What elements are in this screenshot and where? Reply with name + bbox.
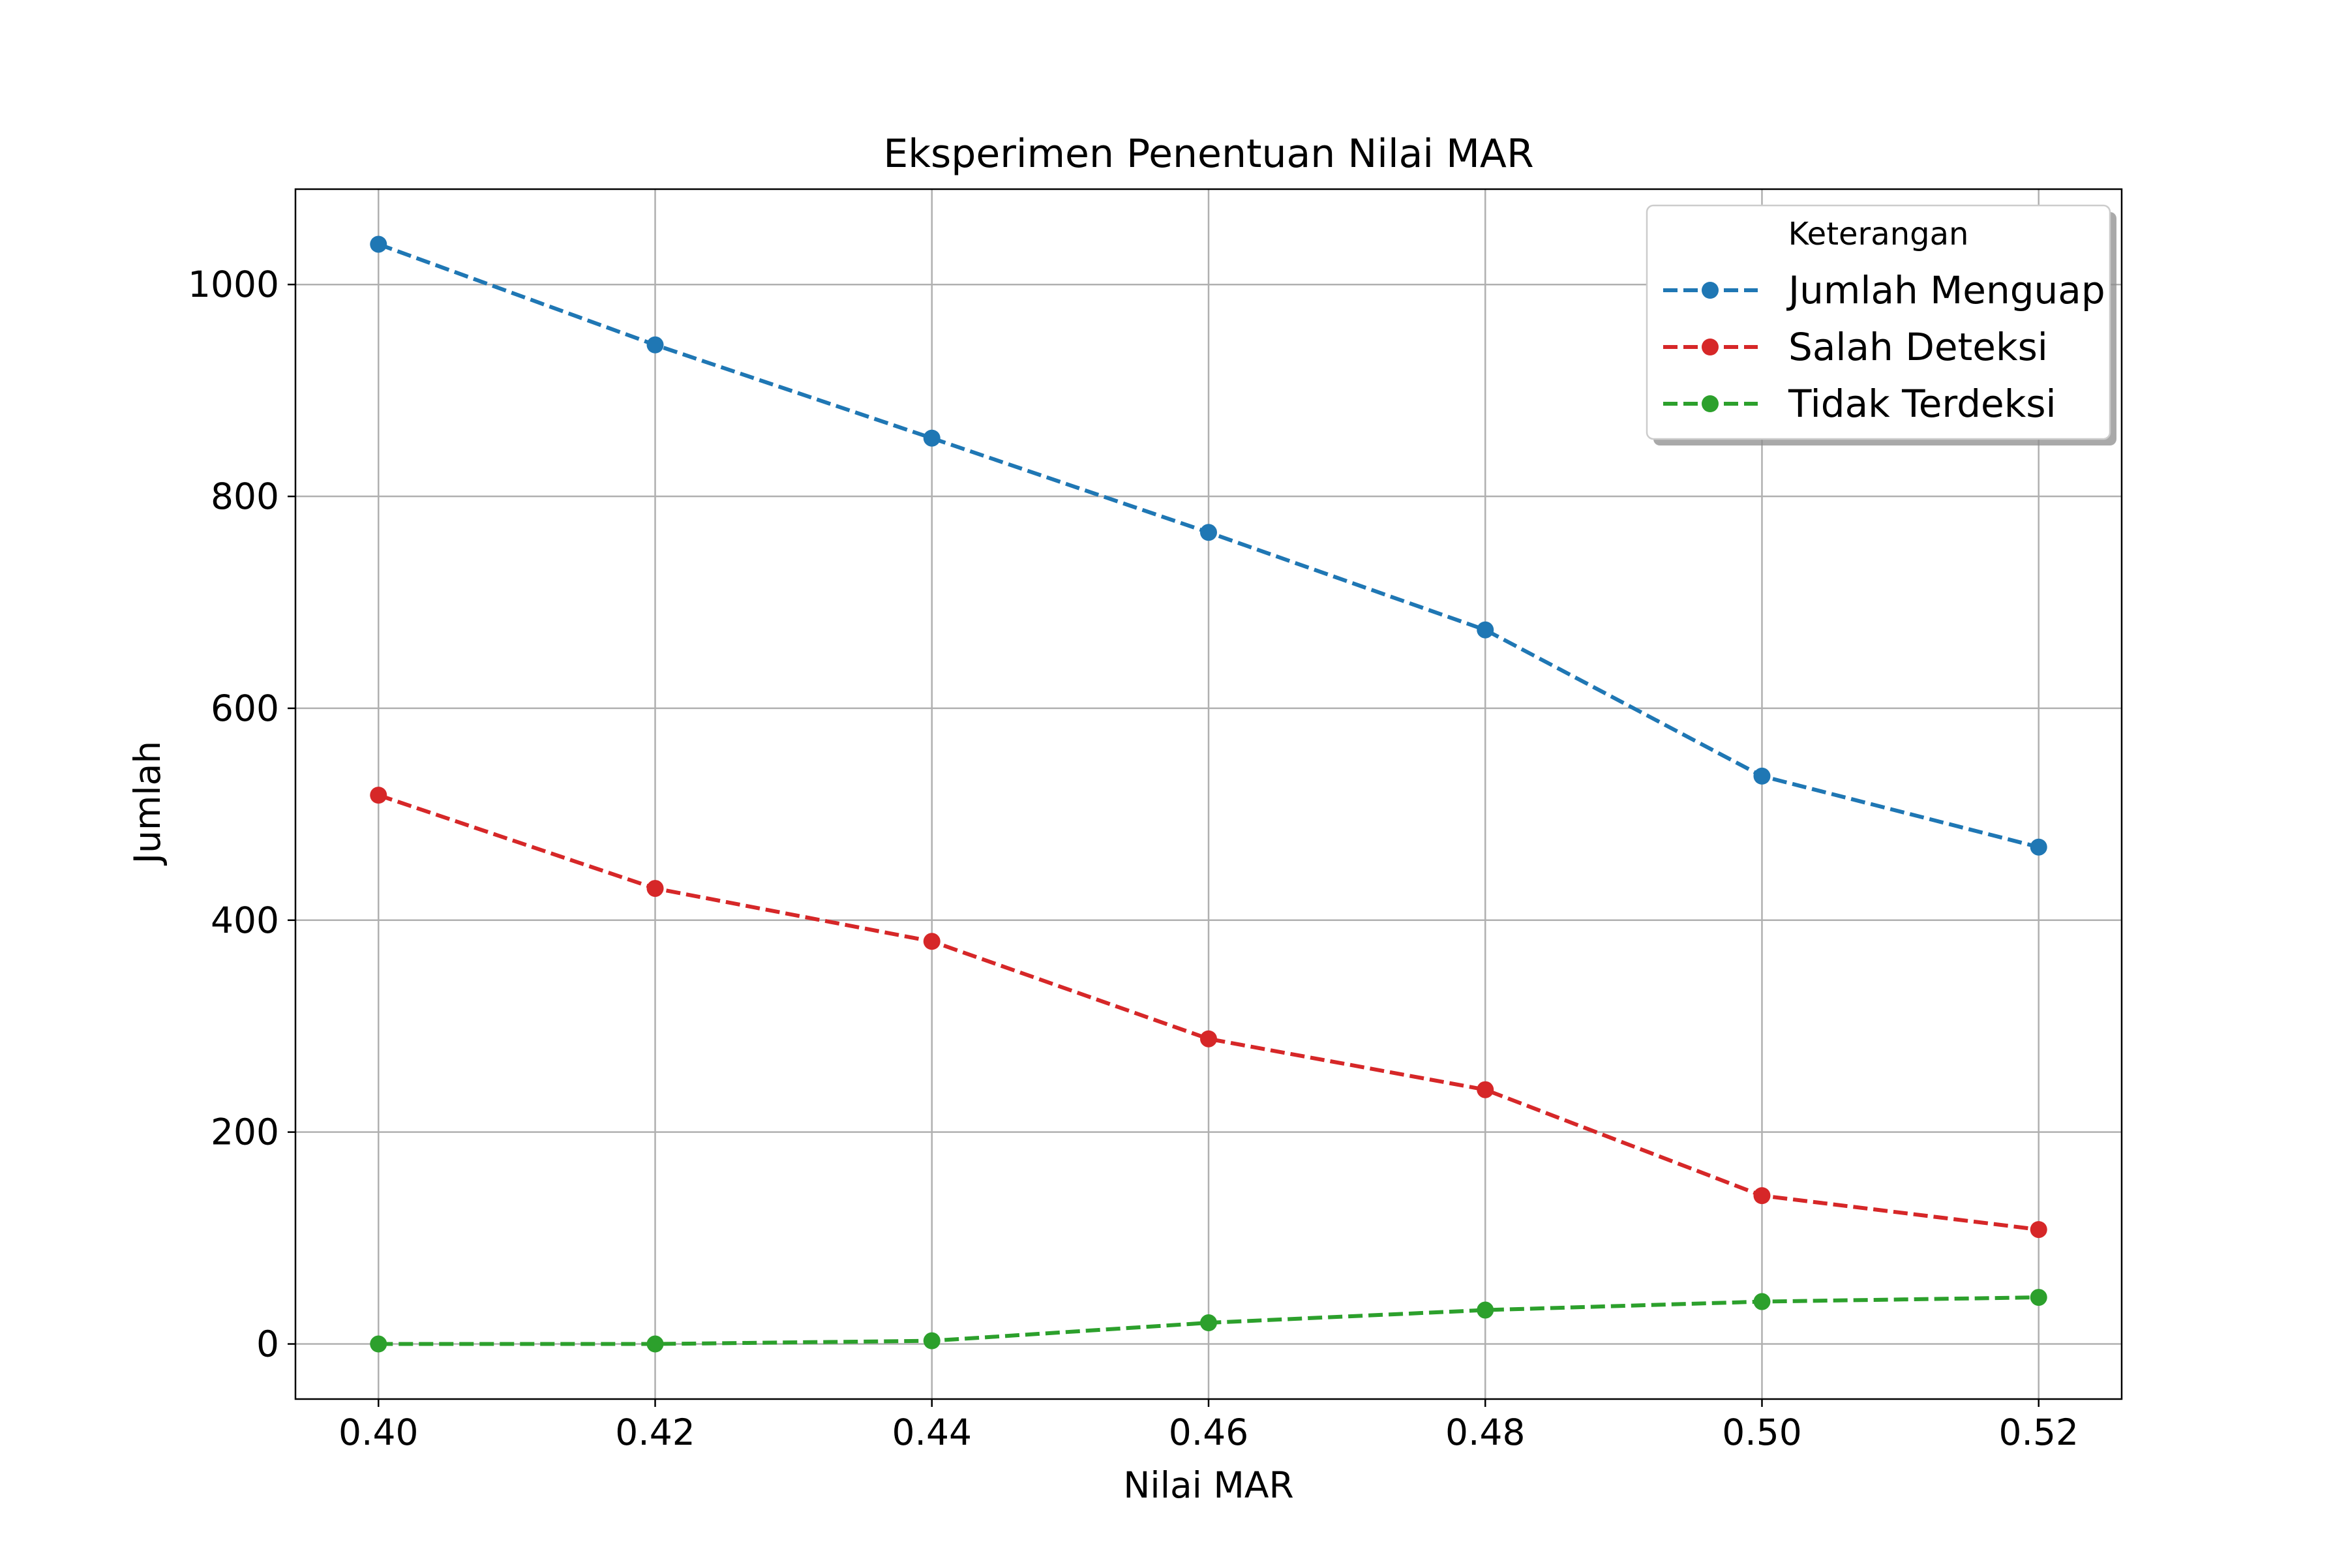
x-tick-label: 0.46	[1169, 1411, 1248, 1453]
grid-lines	[295, 189, 2122, 1399]
axis-ticks: 0.40 0.42 0.44 0.46 0.48 0.50 0.52 0 200 400 600 80…	[188, 264, 2079, 1453]
y-tick-label: 600	[211, 687, 279, 729]
legend-entries: Jumlah Menguap Salah Deteksi Tidak Terdeks…	[1663, 268, 2105, 426]
x-tick-label: 0.50	[1722, 1411, 1801, 1453]
data-point	[1753, 1187, 1771, 1205]
series-lines	[370, 235, 2047, 1353]
legend-label: Jumlah Menguap	[1786, 268, 2105, 312]
x-tick-label: 0.52	[1998, 1411, 2078, 1453]
x-tick-label: 0.44	[892, 1411, 972, 1453]
series-salah-deteksi	[370, 787, 2047, 1239]
legend-label: Tidak Terdeksi	[1788, 382, 2056, 426]
data-point	[1477, 1081, 1494, 1098]
legend-marker	[1702, 282, 1719, 299]
data-point	[923, 429, 941, 447]
x-axis-label: Nilai MAR	[1123, 1464, 1293, 1506]
data-point	[370, 235, 387, 253]
data-point	[1753, 1293, 1771, 1310]
series-tidak-terdeksi	[370, 1289, 2047, 1353]
x-tick-label: 0.48	[1445, 1411, 1525, 1453]
data-point	[370, 787, 387, 804]
legend-marker	[1702, 395, 1719, 412]
y-tick-label: 200	[211, 1111, 279, 1153]
data-point	[1477, 621, 1494, 639]
data-point	[923, 933, 941, 950]
legend-label: Salah Deteksi	[1788, 325, 2048, 369]
data-point	[1200, 1314, 1217, 1332]
y-tick-label: 400	[211, 899, 279, 941]
y-tick-label: 800	[211, 475, 279, 517]
legend-title: Keterangan	[1788, 216, 1969, 252]
chart-title: Eksperimen Penentuan Nilai MAR	[883, 131, 1533, 177]
legend: Keterangan Jumlah Menguap Salah Deteksi Ti…	[1646, 204, 2116, 445]
data-point	[646, 1335, 664, 1353]
legend-box	[1646, 204, 2111, 440]
y-tick-label: 1000	[188, 264, 279, 305]
y-tick-label: 0	[256, 1323, 279, 1365]
data-point	[370, 1335, 387, 1353]
data-point	[1477, 1301, 1494, 1319]
data-point	[2030, 1221, 2047, 1239]
data-point	[646, 880, 664, 897]
x-tick-label: 0.40	[339, 1411, 418, 1453]
y-axis-label: Jumlah	[127, 741, 168, 866]
data-point	[923, 1332, 941, 1349]
data-point	[646, 336, 664, 354]
x-tick-label: 0.42	[615, 1411, 695, 1453]
data-point	[2030, 838, 2047, 856]
data-point	[1200, 1030, 1217, 1048]
data-point	[2030, 1289, 2047, 1306]
legend-marker	[1702, 339, 1719, 355]
series-jumlah-menguap	[370, 235, 2047, 856]
data-point	[1200, 524, 1217, 541]
data-point	[1753, 767, 1771, 785]
